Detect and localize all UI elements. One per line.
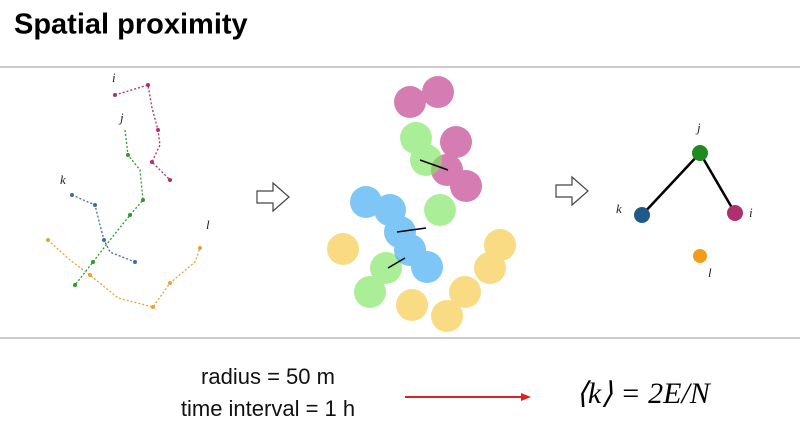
graph: j k i l bbox=[616, 120, 753, 280]
trajectory-label: k bbox=[60, 172, 66, 187]
proximity-circles bbox=[327, 76, 516, 332]
slide-title: Spatial proximity bbox=[14, 9, 248, 41]
trajectory-label: i bbox=[112, 70, 116, 85]
node-label: i bbox=[749, 205, 753, 220]
trajectory-label: l bbox=[206, 217, 210, 232]
arrow-head bbox=[521, 393, 531, 401]
node-label: k bbox=[616, 201, 622, 216]
arrow bbox=[555, 175, 589, 207]
trajectories: i j k l bbox=[46, 70, 210, 309]
formula: ⟨k⟩ = 2E/N bbox=[576, 377, 712, 410]
arrow bbox=[256, 181, 290, 213]
parameter: radius = 50 m bbox=[201, 364, 335, 389]
node-label: l bbox=[708, 265, 712, 280]
trajectory-label: j bbox=[118, 110, 124, 125]
node-label: j bbox=[695, 120, 701, 135]
parameter: time interval = 1 h bbox=[181, 396, 355, 421]
